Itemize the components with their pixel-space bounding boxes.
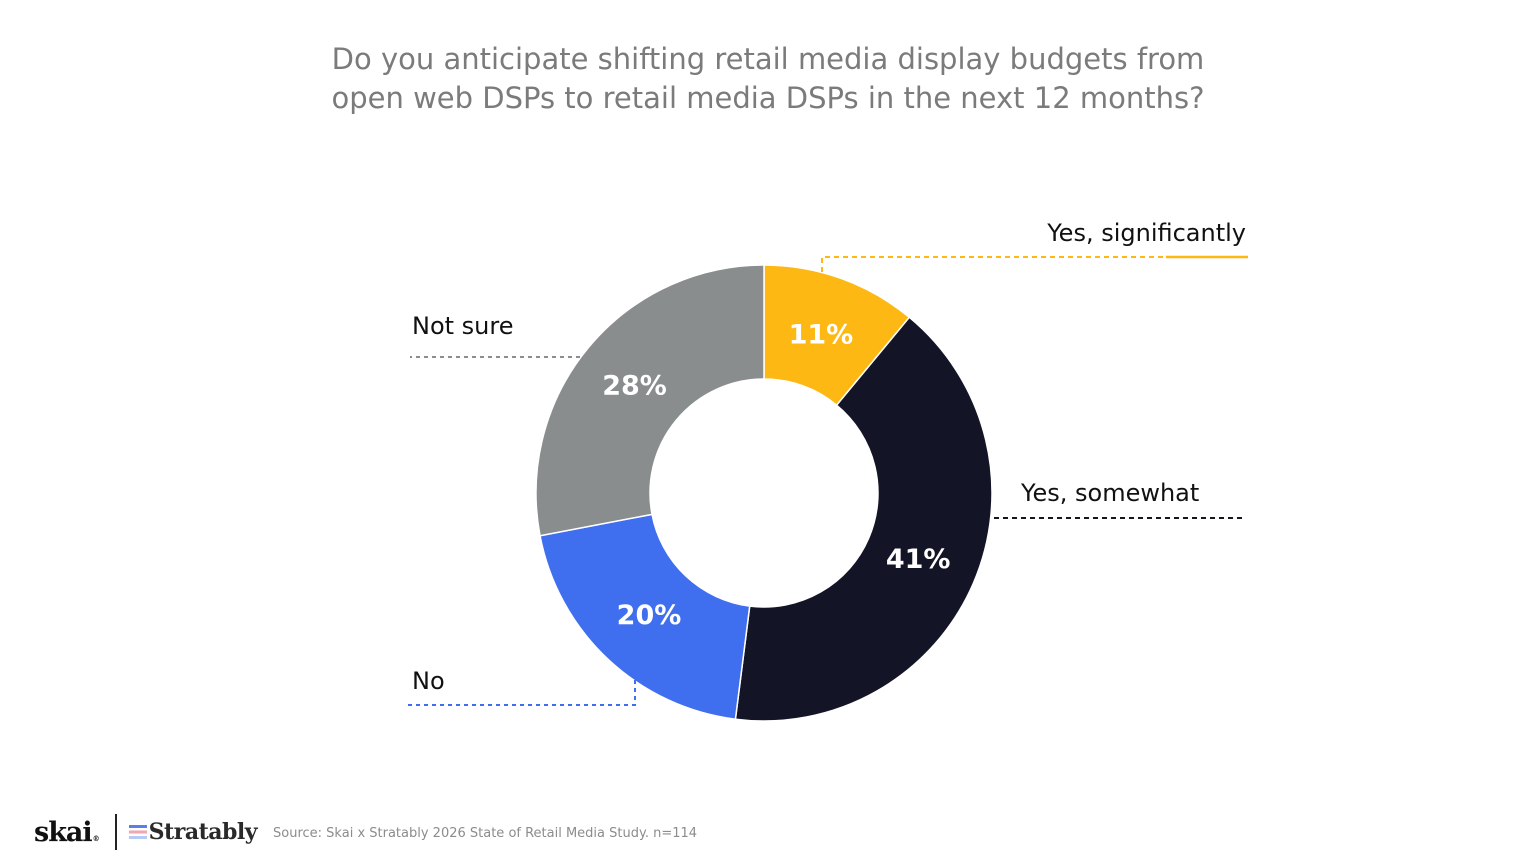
percent-label-yes-somewhat: 41% xyxy=(886,544,951,575)
donut-percent-labels: 11% 41% 20% 28% xyxy=(602,319,950,631)
stratably-lines-icon xyxy=(128,825,147,839)
chart-title-line-1: Do you anticipate shifting retail media … xyxy=(331,42,1205,76)
chart-title: Do you anticipate shifting retail media … xyxy=(168,40,1368,118)
category-label-yes-somewhat: Yes, somewhat xyxy=(1020,479,1199,507)
category-label-not-sure: Not sure xyxy=(412,312,514,340)
percent-label-yes-significantly: 11% xyxy=(789,319,854,350)
callout-line-no xyxy=(406,680,636,706)
source-note: Source: Skai x Stratably 2026 State of R… xyxy=(273,826,698,841)
skai-logo: skai® xyxy=(34,816,100,848)
footer: skai® Stratably Source: Skai x Stratably… xyxy=(34,812,697,852)
slice-no xyxy=(539,513,751,721)
slice-not-sure xyxy=(535,264,765,537)
slice-yes-somewhat xyxy=(734,316,993,722)
callout-line-yes-significantly xyxy=(821,256,1166,272)
stratably-logo: Stratably xyxy=(128,819,258,845)
donut-slices xyxy=(535,264,993,722)
category-label-no: No xyxy=(412,667,445,695)
chart-title-line-2: open web DSPs to retail media DSPs in th… xyxy=(331,81,1205,115)
percent-label-no: 20% xyxy=(617,600,682,631)
donut-callouts: Yes, significantly Yes, somewhat No Not sur… xyxy=(406,219,1248,706)
percent-label-not-sure: 28% xyxy=(602,370,667,401)
footer-divider xyxy=(114,814,117,850)
category-label-yes-significantly: Yes, significantly xyxy=(1046,219,1246,247)
